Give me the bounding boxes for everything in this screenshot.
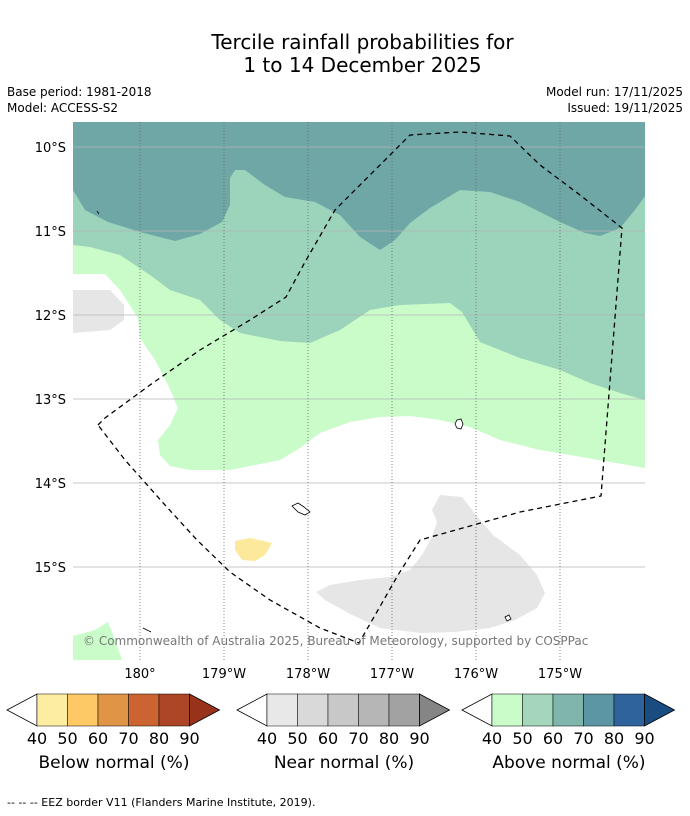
lat-label: 13°S xyxy=(35,393,66,408)
lon-label: 180° xyxy=(124,667,155,682)
base-period: Base period: 1981-2018 xyxy=(7,85,152,99)
title-line-2: 1 to 14 December 2025 xyxy=(243,53,482,77)
legend-tick-label: 60 xyxy=(318,729,338,748)
below-normal-region xyxy=(235,538,272,561)
copyright-text: © Commonwealth of Australia 2025, Bureau… xyxy=(83,634,588,648)
legend-title-near: Near normal (%) xyxy=(273,753,415,773)
legend-near-normal: 40 50 60 70 80 90 xyxy=(236,693,451,748)
island-outline-2 xyxy=(291,502,311,516)
legend-tick-label: 60 xyxy=(543,729,563,748)
lat-label: 15°S xyxy=(35,561,66,576)
legend-tick-label: 70 xyxy=(348,729,368,748)
legend-arrow-high xyxy=(644,693,676,727)
meta-right: Model run: 17/11/2025 Issued: 19/11/2025 xyxy=(546,84,683,116)
near-normal-region-west xyxy=(73,290,124,333)
legend-above-normal: 40 50 60 70 80 90 xyxy=(461,693,676,748)
lat-label: 11°S xyxy=(35,225,66,240)
legend-arrow-low xyxy=(236,693,268,727)
legend-arrow-high xyxy=(419,693,451,727)
latitude-gridlines xyxy=(73,146,645,568)
title-line-1: Tercile rainfall probabilities for xyxy=(211,30,514,54)
legend-tick-label: 70 xyxy=(118,729,138,748)
legend-swatch xyxy=(158,693,190,727)
legend-tick-label: 60 xyxy=(88,729,108,748)
legend-swatch xyxy=(327,693,359,727)
legend-swatch xyxy=(583,693,615,727)
lon-label: 176°W xyxy=(454,667,498,682)
map-area: © Commonwealth of Australia 2025, Bureau… xyxy=(73,122,645,660)
island-outline-3 xyxy=(504,614,512,622)
legend-swatch xyxy=(358,693,390,727)
legend-tick-label: 80 xyxy=(604,729,624,748)
lat-label: 12°S xyxy=(35,309,66,324)
legend-title-below: Below normal (%) xyxy=(38,753,190,773)
legend-tick-label: 90 xyxy=(179,729,199,748)
legend-swatch xyxy=(522,693,554,727)
longitude-labels: 180° 179°W 178°W 177°W 176°W 175°W xyxy=(124,667,582,682)
model-run: Model run: 17/11/2025 xyxy=(545,85,683,99)
near-normal-region-south xyxy=(316,495,545,633)
legend-tick-label: 50 xyxy=(512,729,532,748)
legend-tick-label: 80 xyxy=(149,729,169,748)
legend-tick-label: 50 xyxy=(287,729,307,748)
legend-below-normal: 40 50 60 70 80 90 xyxy=(6,693,221,748)
island-outline-4 xyxy=(142,627,152,633)
island-outline-5 xyxy=(96,210,100,215)
island-outline xyxy=(454,418,464,430)
legend-tick-label: 40 xyxy=(27,729,47,748)
legend-tick-label: 80 xyxy=(379,729,399,748)
meta-left: Base period: 1981-2018 Model: ACCESS-S2 xyxy=(7,84,152,116)
legend-swatch xyxy=(36,693,68,727)
eez-border xyxy=(97,131,623,644)
legend-arrow-low xyxy=(461,693,493,727)
above-normal-patch-southwest xyxy=(73,622,122,660)
eez-footnote: -- -- -- EEZ border V11 (Flanders Marine… xyxy=(7,796,316,809)
legend-tick-label: 50 xyxy=(57,729,77,748)
legend-swatch xyxy=(297,693,329,727)
legend-tick-label: 40 xyxy=(482,729,502,748)
model-name: Model: ACCESS-S2 xyxy=(7,101,119,115)
lat-label: 10°S xyxy=(35,141,66,156)
map-title: Tercile rainfall probabilities for 1 to … xyxy=(0,31,690,77)
legend-swatch xyxy=(388,693,420,727)
legend-arrow-high xyxy=(189,693,221,727)
legend-swatch xyxy=(128,693,160,727)
legend-arrow-low xyxy=(6,693,38,727)
legend-swatch xyxy=(67,693,99,727)
legend-tick-label: 90 xyxy=(409,729,429,748)
legend-tick-label: 70 xyxy=(573,729,593,748)
lat-label: 14°S xyxy=(35,477,66,492)
lon-label: 175°W xyxy=(538,667,582,682)
legend-tick-label: 90 xyxy=(634,729,654,748)
legend-swatch xyxy=(266,693,298,727)
lon-label: 177°W xyxy=(370,667,414,682)
legend-tick-label: 40 xyxy=(257,729,277,748)
legend-swatch xyxy=(613,693,645,727)
latitude-labels: 10°S 11°S 12°S 13°S 14°S 15°S xyxy=(35,141,66,576)
legend-swatch xyxy=(97,693,129,727)
lon-label: 179°W xyxy=(202,667,246,682)
issued-date: Issued: 19/11/2025 xyxy=(567,101,683,115)
legend-title-above: Above normal (%) xyxy=(492,753,646,773)
legend-swatch xyxy=(552,693,584,727)
lon-label: 178°W xyxy=(286,667,330,682)
legend-swatch xyxy=(491,693,523,727)
